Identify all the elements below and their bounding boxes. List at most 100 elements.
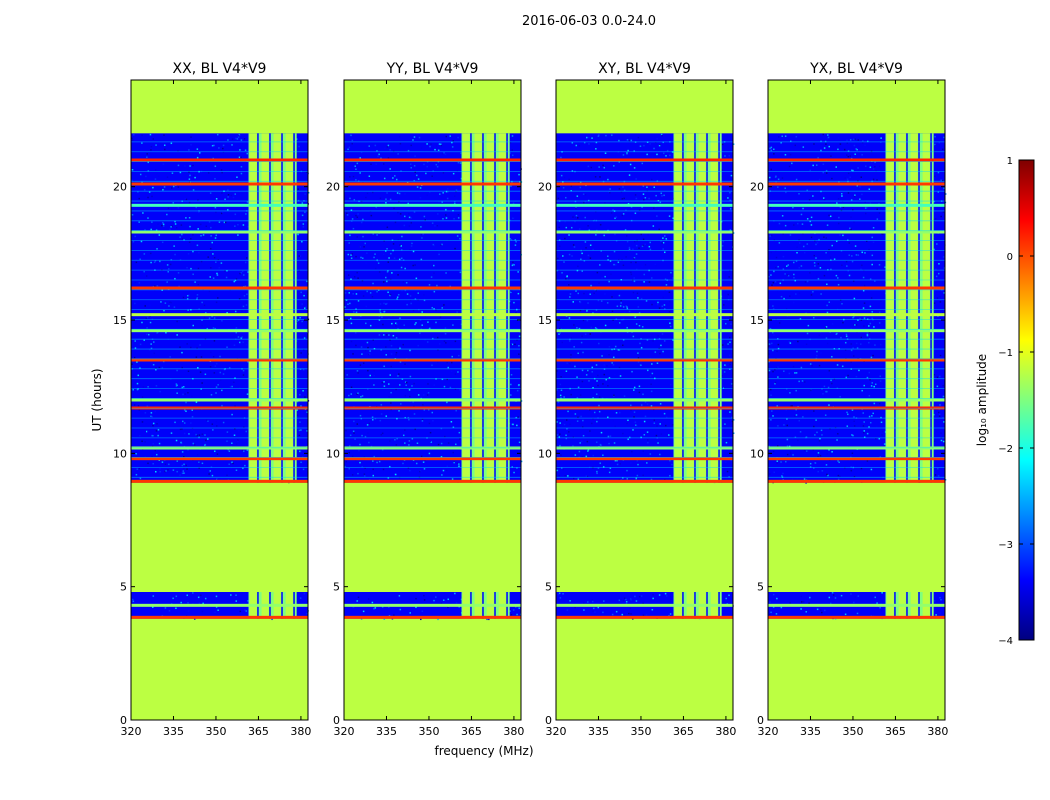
noise-speckle — [789, 153, 792, 156]
flag-line — [131, 457, 308, 461]
noise-speckle — [209, 470, 212, 472]
flag-line — [344, 329, 521, 333]
noise-speckle — [134, 302, 136, 305]
noise-speckle — [775, 613, 778, 615]
noise-speckle — [581, 456, 584, 458]
noise-speckle — [586, 371, 589, 373]
noise-speckle — [933, 373, 936, 376]
noise-speckle — [936, 297, 939, 299]
noise-speckle — [446, 187, 449, 190]
noise-speckle — [729, 368, 731, 370]
noise-speckle — [394, 175, 396, 177]
noise-speckle — [459, 438, 461, 440]
noise-speckle — [625, 209, 627, 212]
noise-speckle — [622, 600, 625, 602]
noise-speckle — [803, 449, 806, 452]
rfi-gap — [482, 133, 484, 483]
noise-speckle — [562, 468, 565, 471]
noise-speckle — [518, 344, 520, 347]
noise-speckle — [942, 256, 945, 258]
noise-speckle — [437, 213, 439, 215]
colorbar-tick-label: −4 — [998, 636, 1013, 647]
noise-speckle — [214, 177, 216, 180]
noise-speckle — [389, 465, 391, 468]
noise-speckle — [350, 386, 353, 389]
noise-speckle — [862, 140, 864, 142]
noise-speckle — [404, 442, 406, 444]
noise-speckle — [633, 386, 636, 389]
noise-speckle — [855, 375, 858, 378]
noise-speckle — [183, 455, 185, 458]
noise-speckle — [182, 470, 185, 472]
noise-speckle — [785, 308, 788, 310]
noise-speckle — [579, 186, 582, 189]
noise-speckle — [569, 600, 571, 602]
noise-speckle — [653, 422, 656, 424]
noise-speckle — [828, 449, 830, 451]
noise-speckle — [441, 201, 443, 203]
noise-speckle — [219, 379, 222, 381]
noise-speckle — [421, 418, 424, 421]
noise-speckle — [175, 226, 178, 229]
noise-speckle — [839, 143, 842, 145]
noise-speckle — [408, 225, 411, 227]
noise-speckle — [445, 342, 447, 344]
noise-speckle — [586, 440, 589, 443]
noise-speckle — [656, 425, 658, 427]
noise-speckle — [226, 474, 228, 477]
noise-speckle — [365, 196, 367, 199]
noise-speckle — [630, 273, 633, 276]
panel-title: YX, BL V4*V9 — [809, 61, 903, 77]
noise-speckle — [599, 462, 602, 464]
noise-speckle — [182, 296, 185, 299]
noise-speckle — [236, 138, 239, 140]
noise-speckle — [655, 265, 657, 267]
noise-speckle — [856, 612, 859, 615]
noise-speckle — [131, 363, 133, 365]
noise-speckle — [846, 425, 849, 427]
noise-speckle — [657, 301, 659, 304]
noise-speckle — [518, 317, 520, 319]
noise-speckle — [561, 272, 563, 274]
noise-speckle — [153, 289, 156, 292]
noise-speckle — [583, 292, 585, 295]
noise-speckle — [443, 592, 445, 595]
noise-speckle — [649, 248, 652, 251]
y-tick-label: 0 — [333, 714, 340, 727]
noise-speckle — [847, 269, 849, 272]
noise-speckle — [392, 334, 395, 337]
noise-speckle — [350, 209, 353, 211]
noise-speckle — [350, 257, 353, 259]
noise-speckle — [299, 368, 302, 371]
noise-speckle — [188, 171, 190, 173]
noise-speckle — [238, 298, 241, 300]
noise-speckle — [510, 238, 513, 241]
noise-speckle — [939, 354, 942, 357]
noise-speckle — [936, 243, 938, 245]
noise-speckle — [772, 415, 774, 417]
noise-speckle — [454, 388, 457, 390]
noise-speckle — [837, 137, 840, 139]
noise-speckle — [136, 388, 139, 391]
noise-speckle — [364, 475, 366, 477]
noise-speckle — [147, 196, 149, 199]
noise-speckle — [358, 449, 360, 452]
noise-speckle — [382, 323, 384, 326]
noise-speckle — [154, 178, 157, 180]
noise-speckle — [191, 395, 193, 397]
noise-speckle — [872, 168, 875, 170]
noise-speckle — [449, 285, 451, 288]
noise-speckle — [147, 333, 150, 336]
noise-speckle — [440, 144, 443, 147]
noise-speckle — [352, 430, 355, 433]
y-tick-label: 10 — [326, 447, 340, 460]
noise-speckle — [768, 613, 771, 616]
flag-line — [344, 358, 521, 362]
noise-speckle — [218, 221, 221, 223]
noise-speckle — [595, 141, 598, 144]
rfi-gap — [257, 133, 259, 483]
noise-speckle — [443, 304, 445, 306]
noise-speckle — [635, 600, 638, 602]
noise-speckle — [578, 144, 581, 147]
noise-speckle — [345, 460, 347, 463]
